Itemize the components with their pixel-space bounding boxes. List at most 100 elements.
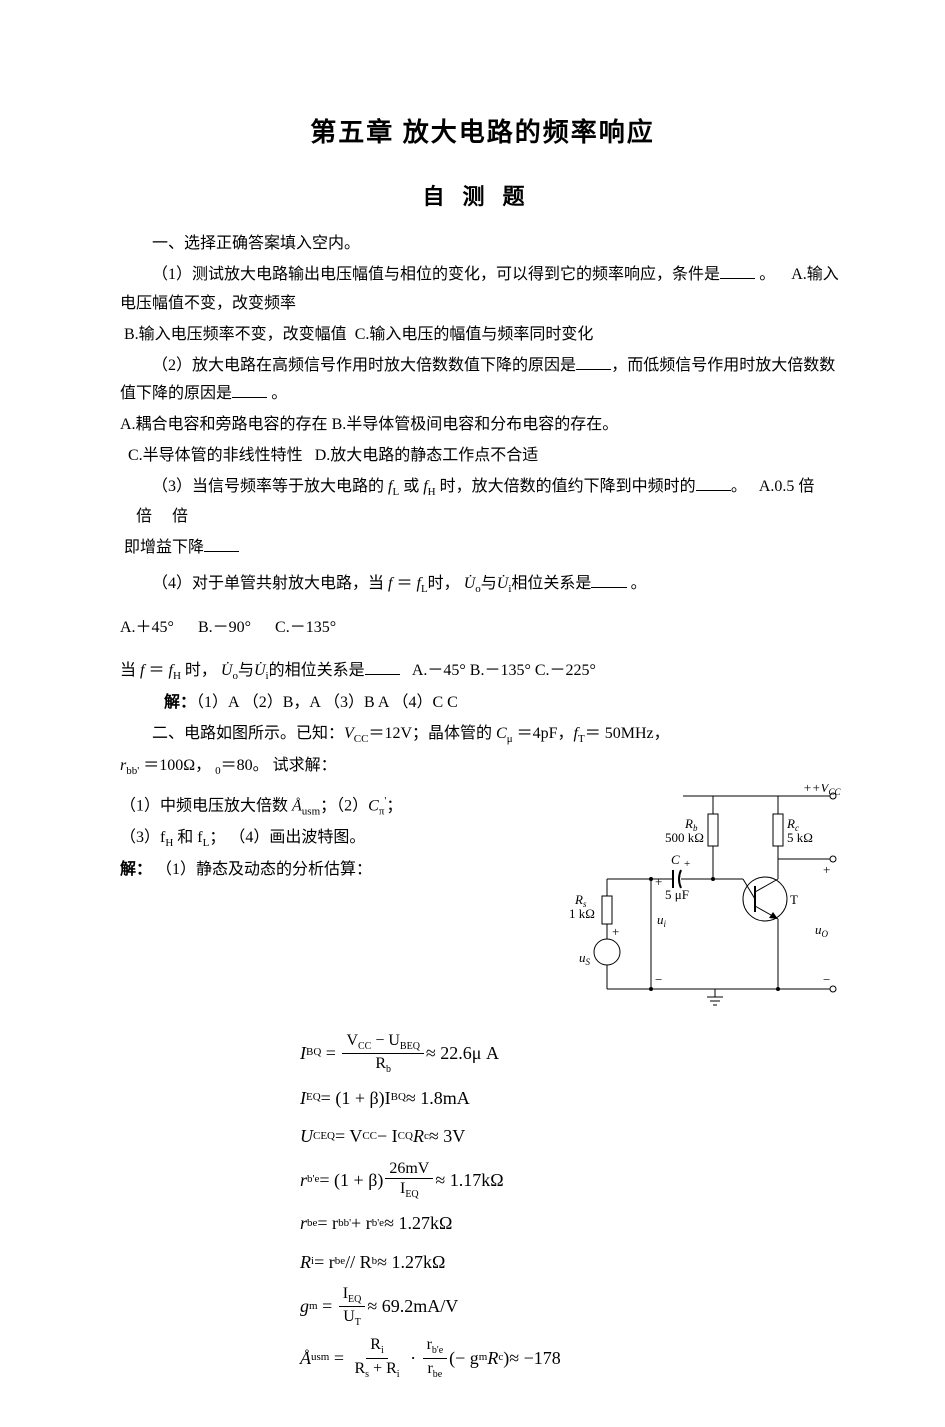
blank	[232, 381, 267, 398]
f2-rhssub: BQ	[391, 1088, 406, 1108]
blank	[696, 474, 731, 491]
f3-s2: CQ	[398, 1127, 413, 1147]
f7-val: ≈ 69.2mA/V	[367, 1290, 458, 1322]
rbb-val: ＝100Ω，	[139, 757, 215, 774]
f3-rhs: = V	[335, 1120, 362, 1152]
q4b-C: C.－225°	[535, 662, 596, 679]
q1-after: 。	[755, 266, 775, 283]
vcc-val: ＝12V；晶体管的	[368, 725, 496, 742]
q4-after: 。	[627, 575, 647, 592]
f6-b: // R	[345, 1246, 372, 1278]
f3-lhssub: CEQ	[313, 1127, 335, 1147]
formula-3: UCEQ = VCC − ICQ Rc ≈ 3V	[300, 1120, 845, 1152]
rbb-sub: bb'	[126, 765, 139, 777]
answers: 解：（1）A （2）B，A （3）B A （4）C C	[120, 689, 845, 718]
f6-asub: be	[335, 1252, 345, 1272]
q3-a: （3）当信号频率等于放大电路的	[152, 478, 388, 495]
f3-mid: − I	[377, 1120, 398, 1152]
f1-val: ≈ 22.6μ A	[426, 1037, 499, 1069]
beta0-val: ＝80。 试求解：	[221, 757, 337, 774]
q4-eq: ＝	[392, 575, 416, 592]
q3-b: 时，放大倍数的值约下降到中频时的	[436, 478, 696, 495]
svg-text:uO: uO	[815, 922, 829, 939]
svg-text:−: −	[655, 972, 662, 987]
f8-val: ≈ −178	[509, 1342, 561, 1374]
f7-lhssub: m	[309, 1297, 318, 1317]
ans-body: （1）A （2）B，A （3）B A （4）C C	[196, 694, 458, 711]
circuit-diagram: ++VCC Rb 500 kΩ Rc 5 kΩ C + 5 μF	[565, 784, 845, 1025]
ui2: U̇	[254, 662, 266, 679]
formula-2: IEQ = (1 + β)IBQ ≈ 1.8mA	[300, 1082, 845, 1114]
formula-block: IBQ = VCC − UBEQRb ≈ 22.6μ A IEQ = (1 + …	[300, 1031, 845, 1381]
solution-start: 解： （1）静态及动态的分析估算：	[120, 856, 549, 885]
f5-asub: bb'	[338, 1214, 351, 1234]
q2-after: 。	[267, 385, 287, 402]
svg-text:++VCC: ++VCC	[803, 784, 842, 797]
t2-end: ； （4）画出波特图。	[209, 829, 365, 846]
f5-lhssub: be	[307, 1214, 317, 1234]
formula-6: Ri = rbe // Rb ≈ 1.27kΩ	[300, 1246, 845, 1278]
t1-a: （1）中频电压放大倍数	[120, 797, 292, 814]
ft-sub: T	[578, 733, 585, 745]
f8-num1: Ri	[366, 1335, 387, 1358]
vcc: V	[344, 725, 354, 742]
svg-text:+: +	[655, 874, 662, 889]
f8-den2: rbe	[423, 1359, 446, 1381]
f6-a: = r	[314, 1246, 335, 1278]
q3-after1: 。	[731, 478, 747, 495]
q4l2-c: 时，	[181, 662, 217, 679]
svg-text:+: +	[684, 858, 690, 870]
f5-bsub: b'e	[372, 1214, 384, 1234]
q4-C: C.－135°	[275, 619, 336, 636]
svg-text:−: −	[823, 972, 830, 987]
ans-label: 解：	[164, 694, 196, 711]
f8-c: R	[487, 1342, 498, 1374]
f5-a: = r	[317, 1207, 338, 1239]
t1-c: ；	[386, 797, 402, 814]
q2-opt-D: D.放大电路的静态工作点不合适	[315, 447, 539, 464]
f5-b: + r	[351, 1207, 372, 1239]
q4l2-a: 当	[120, 662, 140, 679]
uo: U̇	[464, 575, 476, 592]
q2-opt-A: A.耦合电容和旁路电容的存在	[120, 416, 328, 433]
svg-text:+: +	[823, 862, 830, 877]
f8-lhs: Å	[300, 1342, 311, 1374]
section-2-line2: rbb' ＝100Ω， 0＝80。 试求解：	[120, 752, 845, 782]
f4-num: 26mV	[385, 1159, 433, 1179]
vcc-sub: CC	[354, 733, 369, 745]
q4-b: 时，	[428, 575, 460, 592]
fh-sub: H	[428, 486, 436, 498]
page-subtitle: 自测题	[120, 177, 845, 217]
f3-val: ≈ 3V	[429, 1120, 465, 1152]
q4-A: A.＋45°	[120, 619, 174, 636]
f4-den: IEQ	[396, 1179, 423, 1201]
f1-num: VCC − UBEQ	[342, 1031, 423, 1054]
uo2: U̇	[221, 662, 233, 679]
svg-text:5 μF: 5 μF	[665, 887, 689, 902]
f3-s1: CC	[362, 1127, 377, 1147]
svg-text:C: C	[671, 852, 680, 867]
q1-text: （1）测试放大电路输出电压幅值与相位的变化，可以得到它的频率响应，条件是	[152, 266, 720, 283]
f2-rhs: = (1 + β)I	[321, 1082, 391, 1114]
f2-val: ≈ 1.8mA	[406, 1082, 470, 1114]
q2: （2）放大电路在高频信号作用时放大倍数数值下降的原因是，而低频信号作用时放大倍数…	[120, 352, 845, 410]
task-2: （3）fH 和 fL； （4）画出波特图。	[120, 824, 549, 854]
f5-lhs: r	[300, 1207, 307, 1239]
q2-opts-AB: A.耦合电容和旁路电容的存在 B.半导体管极间电容和分布电容的存在。	[120, 411, 845, 440]
blank	[365, 658, 400, 675]
blank	[591, 571, 626, 588]
f1-lhssub: BQ	[306, 1043, 321, 1063]
sol-label: 解：	[120, 861, 152, 878]
q4-c: 相位关系是	[511, 575, 591, 592]
svg-text:uS: uS	[579, 950, 591, 967]
formula-1: IBQ = VCC − UBEQRb ≈ 22.6μ A	[300, 1031, 845, 1076]
f8-b: (− g	[449, 1342, 479, 1374]
q4: （4）对于单管共射放大电路，当 f ＝ fL时， U̇o与U̇i相位关系是 。	[120, 570, 845, 600]
svg-text:1 kΩ: 1 kΩ	[569, 906, 595, 921]
sec2-a: 二、电路如图所示。已知：	[152, 725, 344, 742]
f6-val: ≈ 1.27kΩ	[377, 1246, 445, 1278]
f8-bsub: m	[479, 1348, 488, 1368]
f6-lhs: R	[300, 1246, 311, 1278]
blank	[576, 353, 611, 370]
q1-opt-C: C.输入电压的幅值与频率同时变化	[355, 326, 594, 343]
